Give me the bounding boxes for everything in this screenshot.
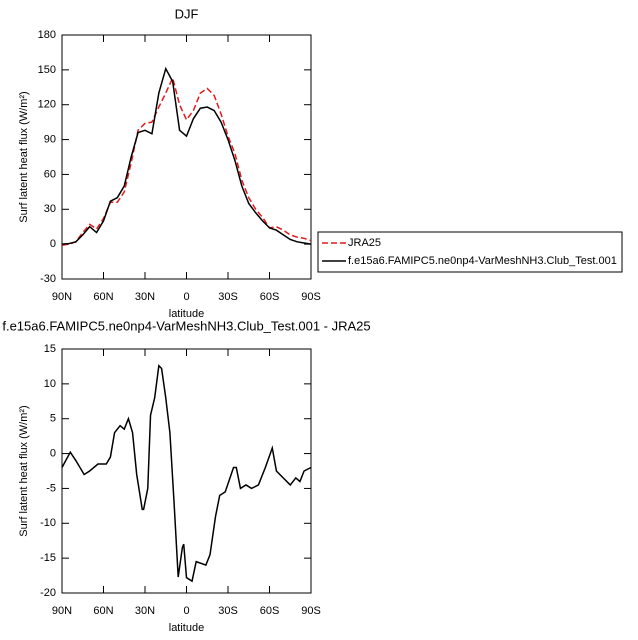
legend-label: JRA25 [348, 237, 381, 249]
x-tick-label: 90S [301, 291, 321, 303]
y-tick-label: -30 [40, 273, 56, 285]
y-tick-label: -10 [40, 517, 56, 529]
y-tick-label: 60 [44, 168, 56, 180]
y-tick-label: -5 [46, 482, 56, 494]
x-tick-label: 0 [183, 291, 189, 303]
data-line [61, 75, 312, 247]
y-tick-label: -20 [40, 587, 56, 599]
x-tick-label: 90N [52, 291, 72, 303]
data-line [61, 364, 312, 583]
y-tick-label: 120 [38, 99, 56, 111]
x-tick-label: 90N [52, 605, 72, 617]
x-tick-label: 0 [183, 605, 189, 617]
x-tick-label: 60N [93, 605, 113, 617]
y-tick-label: -15 [40, 552, 56, 564]
x-tick-label: 30S [218, 605, 238, 617]
plot-frame [61, 34, 312, 280]
y-tick-label: 30 [44, 203, 56, 215]
x-axis-label: latitude [169, 308, 204, 320]
y-tick-label: 5 [50, 413, 56, 425]
legend-label: f.e15a6.FAMIPC5.ne0np4-VarMeshNH3.Club_T… [348, 255, 617, 267]
data-line [61, 66, 312, 245]
y-tick-label: 0 [50, 238, 56, 250]
plot-frame [61, 348, 312, 594]
y-tick-label: 150 [38, 64, 56, 76]
x-tick-label: 30N [135, 605, 155, 617]
y-tick-label: 15 [44, 343, 56, 355]
y-axis-label: Surf latent heat flux (W/m²) [18, 405, 30, 536]
x-tick-label: 60N [93, 291, 113, 303]
x-axis-label: latitude [169, 622, 204, 634]
x-tick-label: 60S [260, 605, 280, 617]
chart-title: DJF [175, 6, 199, 21]
chart-title: f.e15a6.FAMIPC5.ne0np4-VarMeshNH3.Club_T… [2, 318, 370, 333]
x-tick-label: 30N [135, 291, 155, 303]
y-tick-label: 0 [50, 447, 56, 459]
legend-box [317, 231, 623, 273]
x-tick-label: 30S [218, 291, 238, 303]
x-tick-label: 60S [260, 291, 280, 303]
y-tick-label: 10 [44, 378, 56, 390]
y-tick-label: 90 [44, 133, 56, 145]
y-tick-label: 180 [38, 29, 56, 41]
y-axis-label: Surf latent heat flux (W/m²) [18, 91, 30, 222]
x-tick-label: 90S [301, 605, 321, 617]
